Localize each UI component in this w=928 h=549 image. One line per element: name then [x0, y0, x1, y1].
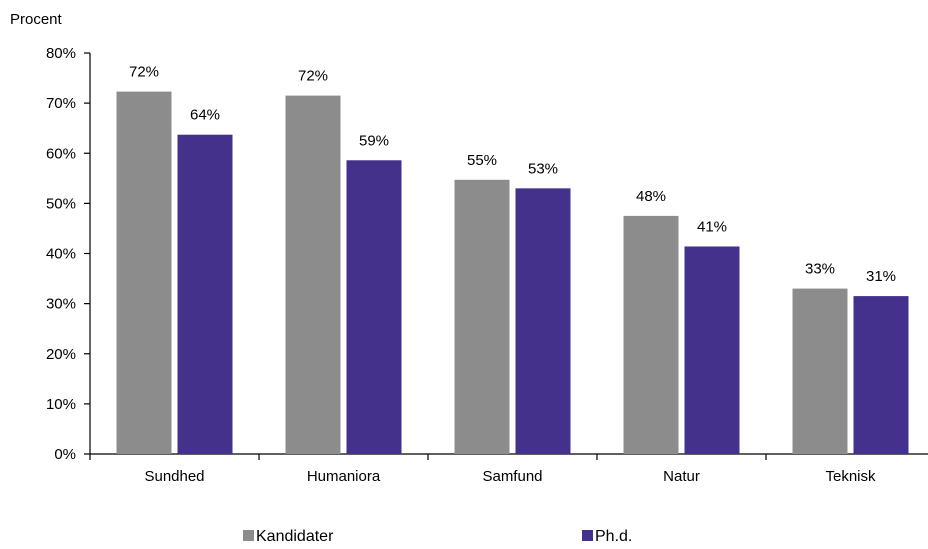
x-tick-label: Teknisk: [825, 468, 876, 485]
bar-ph-d--sundhed: [177, 134, 233, 455]
data-label: 55%: [467, 152, 497, 169]
y-tick-label: 70%: [46, 95, 76, 112]
bar-ph-d--natur: [684, 246, 740, 454]
legend-label: Ph.d.: [595, 528, 632, 545]
bar-kandidater-samfund: [454, 179, 510, 454]
bar-kandidater-teknisk: [792, 288, 848, 454]
y-tick-label: 20%: [46, 346, 76, 363]
bar-kandidater-humaniora: [285, 95, 341, 454]
data-label: 72%: [298, 68, 328, 85]
y-tick-label: 30%: [46, 296, 76, 313]
legend-swatch: [243, 530, 254, 541]
y-tick-label: 0%: [54, 446, 76, 463]
bar-ph-d--samfund: [515, 188, 571, 454]
x-tick-label: Sundhed: [144, 468, 204, 485]
data-label: 59%: [359, 132, 389, 149]
data-label: 31%: [866, 268, 896, 285]
legend-label: Kandidater: [256, 528, 334, 545]
y-tick-label: 10%: [46, 396, 76, 413]
x-tick-label: Samfund: [482, 468, 542, 485]
data-labels: 72% 64% 72% 59% 55% 53% 48% 41% 33% 31%: [129, 64, 896, 286]
data-label: 64%: [190, 107, 220, 124]
y-tick-label: 40%: [46, 246, 76, 263]
x-tick-labels: Sundhed Humaniora Samfund Natur Teknisk: [144, 468, 876, 485]
y-tick-label: 80%: [46, 45, 76, 62]
y-tick-labels: 0% 10% 20% 30% 40% 50% 60% 70% 80%: [46, 45, 76, 463]
legend: Kandidater Ph.d.: [243, 528, 632, 545]
data-label: 33%: [805, 261, 835, 278]
x-tick-label: Natur: [663, 468, 700, 485]
y-axis-unit-label: Procent: [10, 11, 63, 28]
bar-ph-d--humaniora: [346, 160, 402, 454]
y-tick-label: 50%: [46, 195, 76, 212]
x-tick-label: Humaniora: [307, 468, 381, 485]
legend-swatch: [582, 530, 593, 541]
data-label: 53%: [528, 160, 558, 177]
bar-kandidater-natur: [623, 215, 679, 454]
bar-kandidater-sundhed: [116, 91, 172, 454]
data-label: 72%: [129, 64, 159, 81]
bars: [116, 91, 909, 455]
bar-ph-d--teknisk: [853, 296, 909, 454]
y-tick-label: 60%: [46, 145, 76, 162]
data-label: 48%: [636, 188, 666, 205]
data-label: 41%: [697, 218, 727, 235]
